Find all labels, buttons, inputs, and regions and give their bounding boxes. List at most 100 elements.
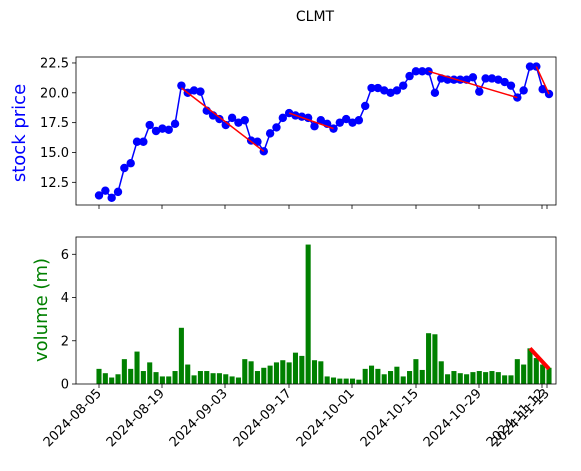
volume-bar: [407, 371, 413, 384]
volume-bar: [324, 376, 330, 384]
volume-bar: [521, 364, 527, 384]
price-y-tick-label: 15.0: [40, 146, 69, 161]
price-y-axis: 12.5 15.0 17.5 20.0 22.5: [40, 56, 76, 191]
volume-bar: [109, 377, 115, 384]
price-point: [519, 86, 528, 95]
price-trend-line: [288, 112, 334, 130]
price-point: [170, 119, 180, 129]
volume-bar: [273, 362, 279, 384]
price-axis-label: stock price: [9, 84, 30, 182]
volume-bar: [159, 376, 165, 384]
volume-bar: [413, 359, 419, 384]
price-point: [354, 116, 364, 125]
price-y-tick-label: 12.5: [40, 176, 69, 191]
price-point: [481, 74, 490, 83]
volume-y-axis: 0 2 4 6: [61, 248, 76, 393]
price-point: [101, 186, 110, 195]
volume-bar: [172, 371, 178, 384]
volume-bar: [311, 360, 318, 384]
volume-bar: [476, 371, 482, 384]
price-point: [215, 114, 224, 124]
volume-bar: [369, 365, 375, 384]
date-tick-label: 2024-09-17: [231, 386, 295, 450]
price-point: [145, 120, 154, 130]
price-point: [240, 116, 249, 125]
price-point: [234, 118, 243, 127]
volume-bar: [451, 371, 457, 384]
volume-bar: [495, 372, 501, 384]
volume-bar: [489, 371, 495, 384]
date-tick-label: 2024-10-29: [421, 386, 485, 450]
price-point: [126, 159, 135, 168]
volume-bar: [166, 376, 172, 384]
volume-bar: [375, 368, 381, 384]
volume-bar: [514, 359, 520, 384]
price-trend-line: [535, 66, 550, 95]
volume-bar: [394, 366, 400, 384]
price-point: [158, 124, 167, 133]
volume-bar: [235, 377, 241, 384]
volume-bar: [464, 374, 470, 384]
volume-bar: [248, 361, 254, 384]
date-tick-label: 2024-09-03: [167, 386, 231, 450]
price-point: [94, 191, 104, 200]
volume-bar: [299, 355, 305, 384]
volume-axis-label: volume (m): [31, 258, 52, 362]
volume-bar: [527, 348, 533, 384]
volume-bar: [438, 361, 444, 384]
volume-bar: [102, 373, 108, 384]
volume-bar: [292, 352, 299, 384]
chart-title: CLMT: [296, 9, 335, 25]
volume-bar: [388, 371, 394, 384]
price-trend-line: [428, 70, 518, 99]
volume-bar: [197, 371, 203, 384]
volume-bar: [457, 373, 463, 384]
volume-bar: [286, 362, 292, 384]
price-point: [189, 86, 199, 95]
price-point: [430, 88, 440, 98]
price-point: [113, 187, 123, 197]
volume-bar: [330, 377, 337, 384]
volume-bar: [540, 364, 546, 384]
price-point: [139, 137, 148, 146]
price-point: [196, 87, 205, 96]
price-trend-line: [180, 87, 265, 152]
price-point: [475, 87, 484, 96]
price-point: [278, 113, 288, 123]
volume-bar: [121, 359, 127, 384]
volume-bar: [128, 368, 134, 384]
price-point: [373, 83, 383, 93]
volume-panel: 0 2 4 6 volume (m): [31, 236, 557, 393]
volume-bar: [280, 360, 286, 384]
volume-bar: [210, 373, 216, 384]
volume-bar: [381, 374, 387, 384]
date-tick-label: 2024-08-05: [41, 386, 105, 450]
price-point: [177, 81, 186, 90]
volume-bar: [115, 374, 121, 384]
volume-y-tick-label: 0: [61, 378, 69, 393]
volume-bar: [242, 359, 248, 384]
volume-bar: [216, 373, 222, 384]
price-point: [107, 193, 116, 203]
volume-bar: [483, 372, 489, 384]
volume-bar: [362, 368, 368, 384]
price-point: [227, 113, 237, 123]
volume-bar: [305, 244, 311, 384]
volume-bar: [356, 379, 362, 384]
price-point: [399, 81, 408, 90]
volume-bar: [191, 375, 197, 384]
date-tick-label: 2024-10-01: [294, 386, 358, 450]
price-plot-area: [75, 56, 557, 206]
volume-bar: [134, 351, 140, 384]
price-y-tick-label: 20.0: [40, 86, 69, 101]
price-point: [405, 71, 414, 81]
volume-bar: [533, 358, 539, 384]
volume-y-tick-label: 6: [61, 248, 69, 263]
price-point: [253, 137, 262, 146]
price-point: [411, 67, 421, 76]
volume-bar: [445, 374, 451, 384]
price-point: [151, 126, 161, 136]
price-point: [316, 116, 326, 125]
volume-bar: [546, 367, 552, 384]
